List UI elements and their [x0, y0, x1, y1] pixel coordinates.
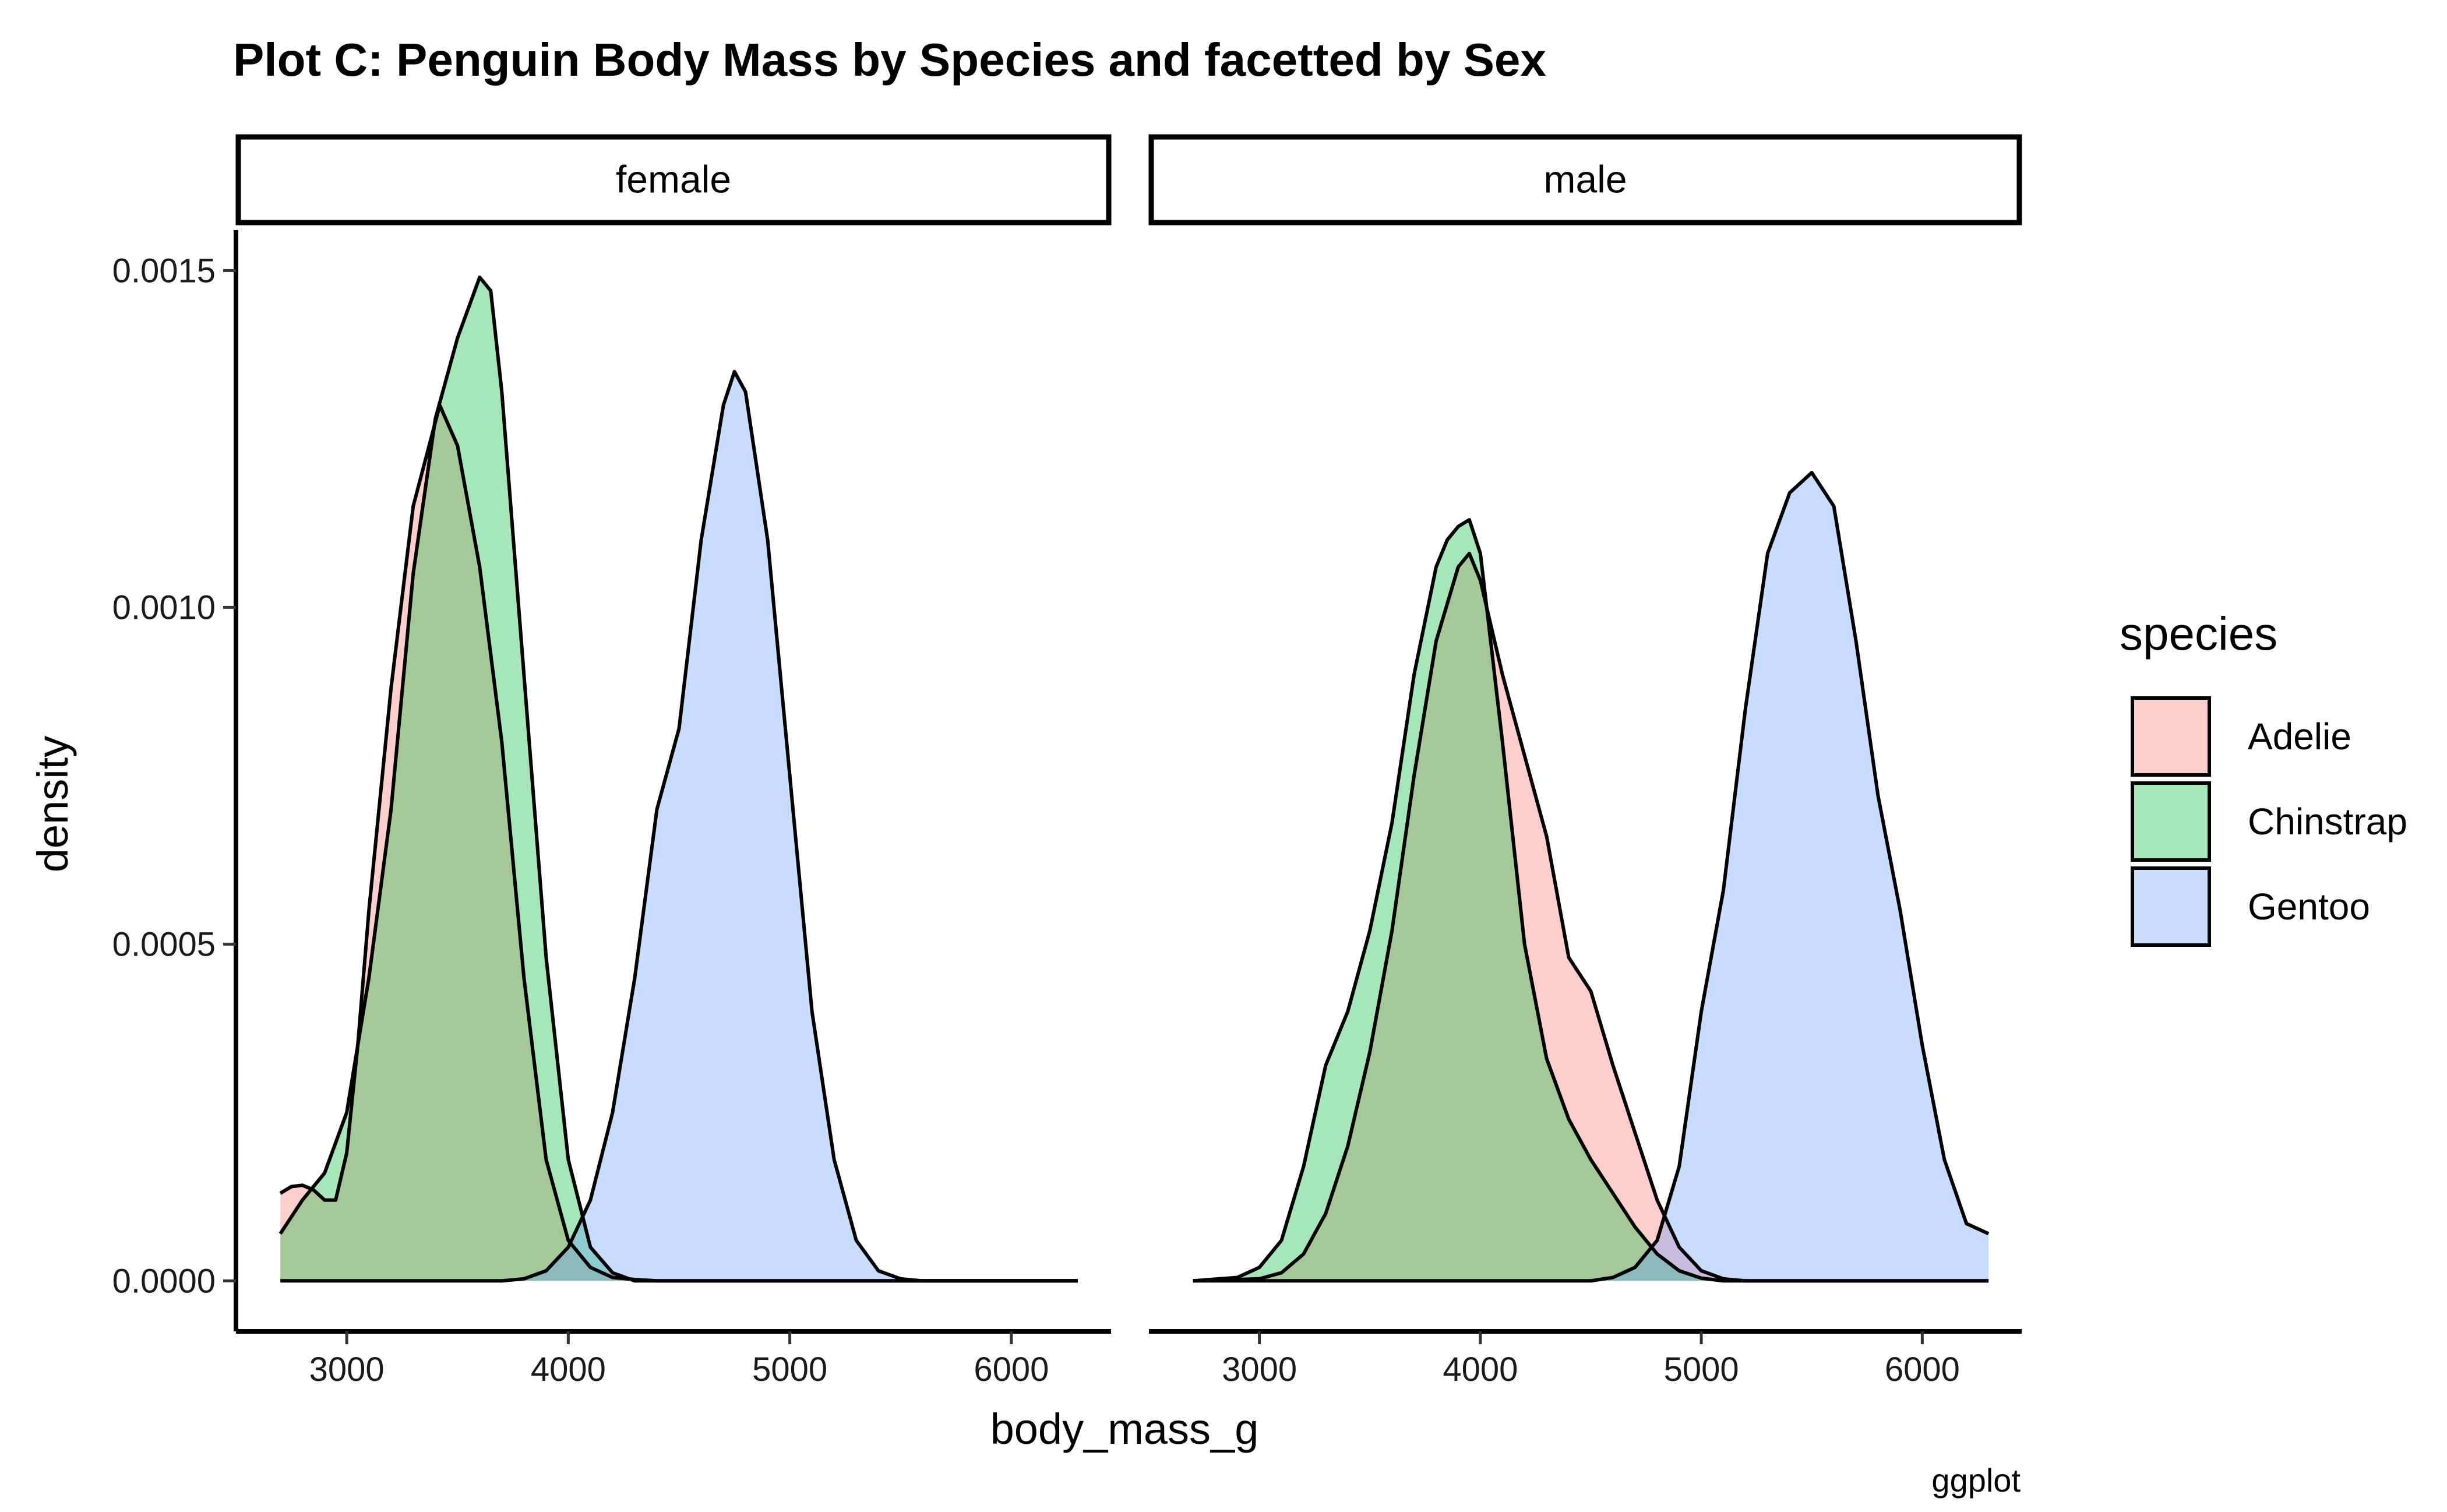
legend-label-adelie: Adelie	[2248, 716, 2351, 757]
x-tick-label: 5000	[1664, 1351, 1739, 1388]
y-tick-label: 0.0015	[112, 252, 216, 290]
strip-box	[235, 134, 1112, 225]
density-area-gentoo-male	[1193, 473, 1989, 1281]
legend-item-chinstrap: Chinstrap	[2131, 781, 2407, 862]
x-tick-label: 3000	[309, 1351, 385, 1388]
x-axis-title: body_mass_g	[990, 1405, 1259, 1453]
density-line-chinstrap-female	[278, 275, 1078, 1283]
panel-female: female 3000 4000 5000 6000 0.0000 0.0005 0.0010…	[112, 134, 1112, 1388]
y-tick-label: 0.0010	[112, 588, 216, 626]
legend-swatch-adelie	[2131, 696, 2211, 777]
legend-swatch-chinstrap	[2131, 781, 2211, 862]
y-tick-label: 0.0000	[112, 1262, 216, 1300]
x-tick-label: 4000	[531, 1351, 606, 1388]
legend: species Adelie Chinstrap Gentoo	[2120, 608, 2407, 947]
density-line-adelie-male	[1193, 551, 1989, 1283]
x-tick-label: 6000	[1885, 1351, 1960, 1388]
legend-title: species	[2120, 608, 2277, 660]
legend-swatch-gentoo	[2131, 866, 2211, 947]
x-tick-label: 6000	[974, 1351, 1049, 1388]
density-line-chinstrap-male	[1193, 518, 1989, 1283]
strip-box	[1148, 134, 2022, 225]
density-line-adelie-female	[279, 403, 1078, 1283]
legend-item-adelie: Adelie	[2131, 696, 2351, 777]
x-tick-label: 4000	[1443, 1351, 1518, 1388]
legend-item-gentoo: Gentoo	[2131, 866, 2370, 947]
facet-panels: female 3000 4000 5000 6000 0.0000 0.0005 0.0010…	[112, 134, 2022, 1388]
chart-title: Plot C: Penguin Body Mass by Species and…	[233, 34, 1546, 86]
strip-label-female: female	[616, 158, 731, 201]
y-axis-title: density	[29, 736, 77, 872]
density-area-chinstrap-female	[280, 277, 1078, 1281]
density-area-adelie-female	[280, 405, 1078, 1281]
legend-label-chinstrap: Chinstrap	[2248, 801, 2407, 843]
legend-label-gentoo: Gentoo	[2248, 886, 2370, 928]
x-tick-label: 3000	[1222, 1351, 1297, 1388]
density-line-gentoo-male	[1193, 471, 1990, 1283]
density-area-chinstrap-male	[1193, 520, 1989, 1281]
caption: ggplot	[1931, 1462, 2021, 1499]
x-tick-label: 5000	[752, 1351, 827, 1388]
y-tick-label: 0.0005	[112, 925, 216, 963]
panel-male: male 3000 4000 5000 6000	[1148, 134, 2022, 1388]
density-area-adelie-male	[1193, 553, 1989, 1281]
density-line-gentoo-female	[280, 369, 1078, 1283]
strip-label-male: male	[1543, 158, 1627, 201]
density-area-gentoo-female	[280, 371, 1078, 1281]
